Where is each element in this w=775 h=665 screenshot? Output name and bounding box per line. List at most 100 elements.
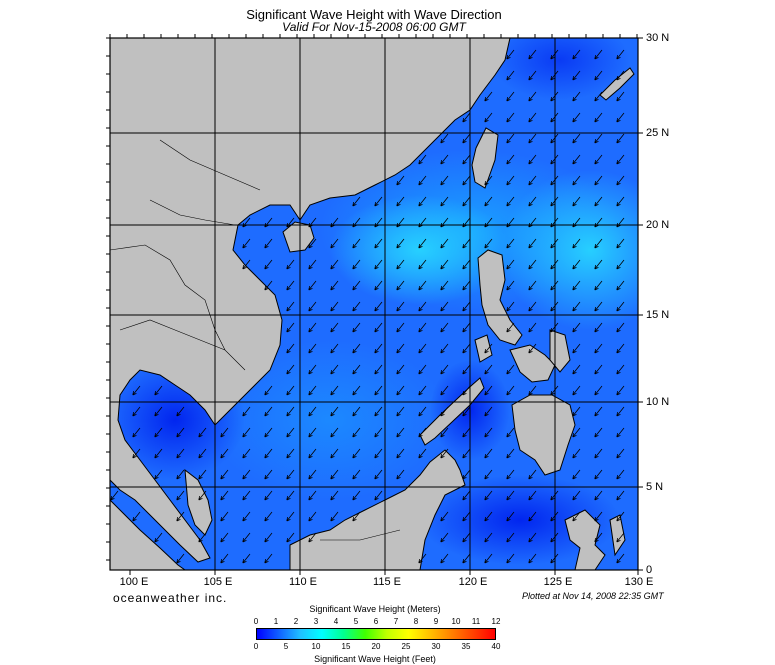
wave-arrow [594,112,603,123]
wave-arrow [264,217,273,228]
wave-arrow [220,553,229,564]
wave-arrow [264,532,273,543]
wave-arrow [330,511,339,522]
wave-arrow [264,511,273,522]
wave-arrow [616,448,625,459]
lat-label-10n: 10 N [646,396,670,408]
wave-region-high-east [500,170,638,330]
wave-arrow [352,427,361,438]
legend-feet-tick-15: 15 [341,642,351,651]
wave-arrow [616,112,625,123]
wave-arrow [374,217,383,228]
wave-arrow [308,280,317,291]
wave-arrow [462,259,471,270]
land-hainan [282,221,315,253]
wave-arrow [528,259,537,270]
wave-arrow [330,280,339,291]
wave-arrow [572,112,581,123]
wave-arrow [594,49,603,60]
wave-arrow [396,364,405,375]
wave-arrow [352,385,361,396]
wave-arrow [594,322,603,333]
wave-arrow [462,280,471,291]
wave-arrow [242,406,251,417]
legend-colorbar [256,628,496,640]
wave-arrow [506,448,515,459]
wave-arrow [286,280,295,291]
wave-arrow [462,385,471,396]
wave-arrow [440,301,449,312]
wave-arrow [528,91,537,102]
wave-arrow [484,448,493,459]
land-luzon [477,249,523,346]
wave-arrow [572,70,581,81]
wave-arrow [594,406,603,417]
wave-arrow [572,427,581,438]
wave-arrow [396,469,405,480]
wave-arrow [220,532,229,543]
brand-logo-text: oceanweather inc. [113,591,228,605]
wave-arrow [352,301,361,312]
wave-arrow [594,280,603,291]
wave-arrow [572,364,581,375]
wave-arrow [440,448,449,459]
wave-arrow [550,154,559,165]
wave-arrow [528,70,537,81]
wave-arrow [528,301,537,312]
wave-arrow [550,553,559,564]
wave-arrow [616,406,625,417]
wave-arrow [594,175,603,186]
wave-arrow [330,364,339,375]
wave-arrow [616,532,625,543]
wave-arrow [462,322,471,333]
wave-arrow [594,301,603,312]
wave-arrow [198,490,207,501]
wave-arrow [506,553,515,564]
wave-arrow [440,175,449,186]
wave-arrow [198,448,207,459]
wave-arrow [374,448,383,459]
wave-arrow [396,238,405,249]
lon-label-115e: 115 E [373,576,401,588]
wave-arrow [396,427,405,438]
wave-arrow [616,280,625,291]
wave-arrow [352,259,361,270]
land-palawan [419,377,485,446]
wave-arrow [616,175,625,186]
legend-meters-tick-9: 9 [433,617,439,626]
wave-arrow [264,259,273,270]
wave-arrow [528,511,537,522]
lon-label-120e: 120 E [458,576,488,588]
wave-arrow [418,448,427,459]
wave-arrow [308,469,317,480]
wave-arrow [330,448,339,459]
wave-arrow [176,511,185,522]
wave-arrow [616,511,625,522]
wave-arrow [572,217,581,228]
wave-arrow [616,70,625,81]
wave-arrow [616,133,625,144]
wave-region-low-north [490,38,630,100]
wave-arrow [176,469,185,480]
wave-arrow [462,112,471,123]
wave-arrow [264,448,273,459]
wave-arrow [352,490,361,501]
wave-arrow [286,217,295,228]
wave-arrow [352,343,361,354]
wave-arrow [418,322,427,333]
legend-meters-tick-7: 7 [393,617,399,626]
wave-arrow [550,490,559,501]
wave-arrow [572,49,581,60]
lon-label-100e: 100 E [119,576,149,588]
wave-arrow [550,196,559,207]
lat-label-0: 0 [646,564,653,576]
wave-arrow [462,427,471,438]
wave-arrow [484,112,493,123]
wave-arrow [242,448,251,459]
wave-arrow [616,469,625,480]
wave-arrow [242,259,251,270]
wave-arrow [396,385,405,396]
wave-arrow [462,343,471,354]
plotted-timestamp: Plotted at Nov 14, 2008 22:35 GMT [522,591,664,601]
wave-arrow [308,238,317,249]
